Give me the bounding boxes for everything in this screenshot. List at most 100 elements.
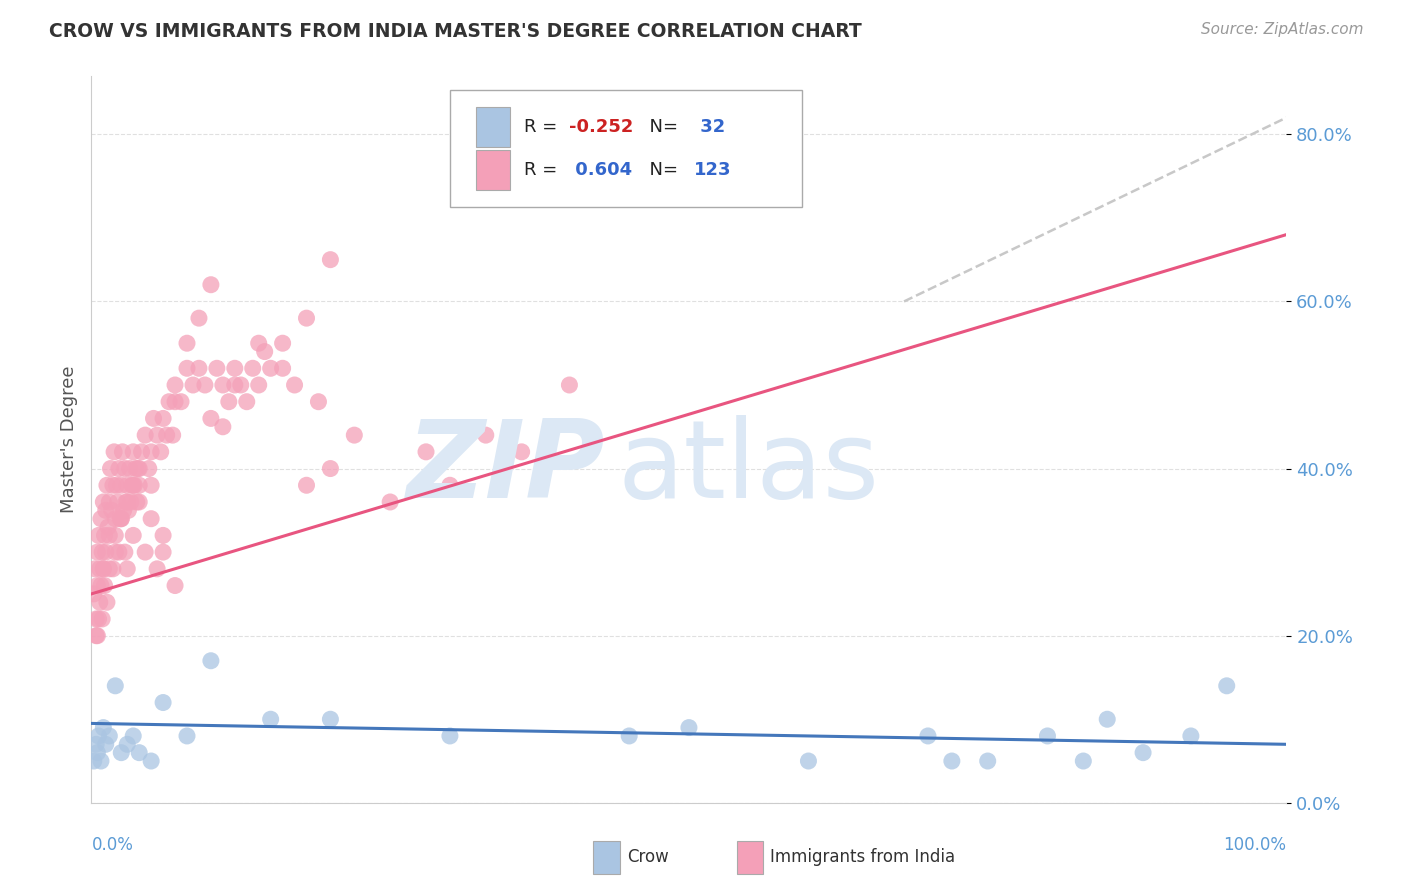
Point bbox=[259, 712, 281, 726]
Point bbox=[94, 503, 117, 517]
Point bbox=[1071, 754, 1094, 768]
Point bbox=[84, 629, 107, 643]
Point bbox=[141, 511, 162, 525]
Point bbox=[117, 503, 139, 517]
Point bbox=[1180, 729, 1202, 743]
Point bbox=[378, 495, 402, 509]
Text: N=: N= bbox=[637, 118, 683, 136]
Point bbox=[94, 545, 117, 559]
Point bbox=[146, 562, 169, 576]
Point bbox=[100, 461, 122, 475]
Point bbox=[224, 378, 246, 392]
Point bbox=[163, 394, 186, 409]
Point bbox=[128, 746, 150, 760]
Point bbox=[91, 545, 114, 559]
Text: R =: R = bbox=[524, 161, 562, 179]
Point bbox=[97, 520, 120, 534]
Point bbox=[86, 545, 108, 559]
Point bbox=[128, 461, 150, 475]
Point bbox=[200, 277, 222, 292]
Point bbox=[152, 545, 174, 559]
Point bbox=[259, 361, 281, 376]
Point bbox=[122, 478, 145, 492]
FancyBboxPatch shape bbox=[737, 841, 763, 873]
Point bbox=[87, 729, 110, 743]
Point bbox=[108, 461, 131, 475]
Point bbox=[122, 729, 145, 743]
Point bbox=[152, 528, 174, 542]
Point bbox=[283, 378, 307, 392]
Point bbox=[93, 528, 115, 542]
Point bbox=[83, 754, 105, 768]
Text: N=: N= bbox=[637, 161, 683, 179]
Point bbox=[101, 562, 124, 576]
Y-axis label: Master's Degree: Master's Degree bbox=[59, 366, 77, 513]
Point bbox=[200, 411, 222, 425]
Point bbox=[87, 612, 110, 626]
Point bbox=[797, 754, 820, 768]
FancyBboxPatch shape bbox=[593, 841, 620, 873]
Point bbox=[295, 311, 318, 326]
Point bbox=[619, 729, 641, 743]
Point bbox=[138, 461, 160, 475]
Point bbox=[105, 478, 128, 492]
Text: 32: 32 bbox=[693, 118, 725, 136]
Point bbox=[110, 511, 132, 525]
Point bbox=[149, 445, 172, 459]
Text: -0.252: -0.252 bbox=[569, 118, 634, 136]
Point bbox=[93, 578, 115, 592]
Point bbox=[86, 629, 108, 643]
Point bbox=[319, 252, 342, 267]
Point bbox=[218, 394, 240, 409]
Text: Crow: Crow bbox=[627, 848, 668, 866]
Point bbox=[319, 712, 342, 726]
Point bbox=[247, 378, 270, 392]
Point bbox=[1132, 746, 1154, 760]
Point bbox=[101, 478, 124, 492]
Point bbox=[235, 394, 259, 409]
Point bbox=[134, 428, 156, 442]
Point bbox=[110, 511, 132, 525]
Point bbox=[271, 361, 294, 376]
Point bbox=[84, 612, 107, 626]
Point bbox=[100, 503, 122, 517]
Point bbox=[224, 361, 246, 376]
Point bbox=[110, 746, 132, 760]
Text: Immigrants from India: Immigrants from India bbox=[770, 848, 955, 866]
Point bbox=[93, 562, 114, 576]
Point bbox=[89, 595, 111, 609]
Point bbox=[83, 587, 105, 601]
Point bbox=[104, 528, 127, 542]
Point bbox=[295, 478, 318, 492]
Point bbox=[181, 378, 204, 392]
Point bbox=[96, 595, 118, 609]
Point bbox=[170, 394, 193, 409]
Point bbox=[122, 528, 145, 542]
Point bbox=[176, 336, 198, 351]
Point bbox=[115, 562, 138, 576]
Point bbox=[93, 721, 114, 735]
Text: 0.0%: 0.0% bbox=[91, 836, 134, 854]
Point bbox=[107, 495, 129, 509]
Point bbox=[114, 461, 136, 475]
Point bbox=[247, 336, 270, 351]
Point bbox=[474, 428, 498, 442]
Point bbox=[439, 729, 461, 743]
Point bbox=[91, 612, 114, 626]
Point bbox=[157, 394, 180, 409]
Point bbox=[104, 679, 127, 693]
Point bbox=[1036, 729, 1059, 743]
Point bbox=[96, 478, 118, 492]
Point bbox=[86, 746, 108, 760]
Point bbox=[187, 311, 211, 326]
Point bbox=[162, 428, 184, 442]
Point bbox=[108, 511, 131, 525]
Point bbox=[90, 754, 112, 768]
Point bbox=[115, 737, 138, 751]
Text: 123: 123 bbox=[693, 161, 731, 179]
FancyBboxPatch shape bbox=[450, 90, 803, 207]
Point bbox=[121, 478, 143, 492]
Point bbox=[131, 445, 153, 459]
Point bbox=[128, 495, 150, 509]
Point bbox=[98, 729, 121, 743]
